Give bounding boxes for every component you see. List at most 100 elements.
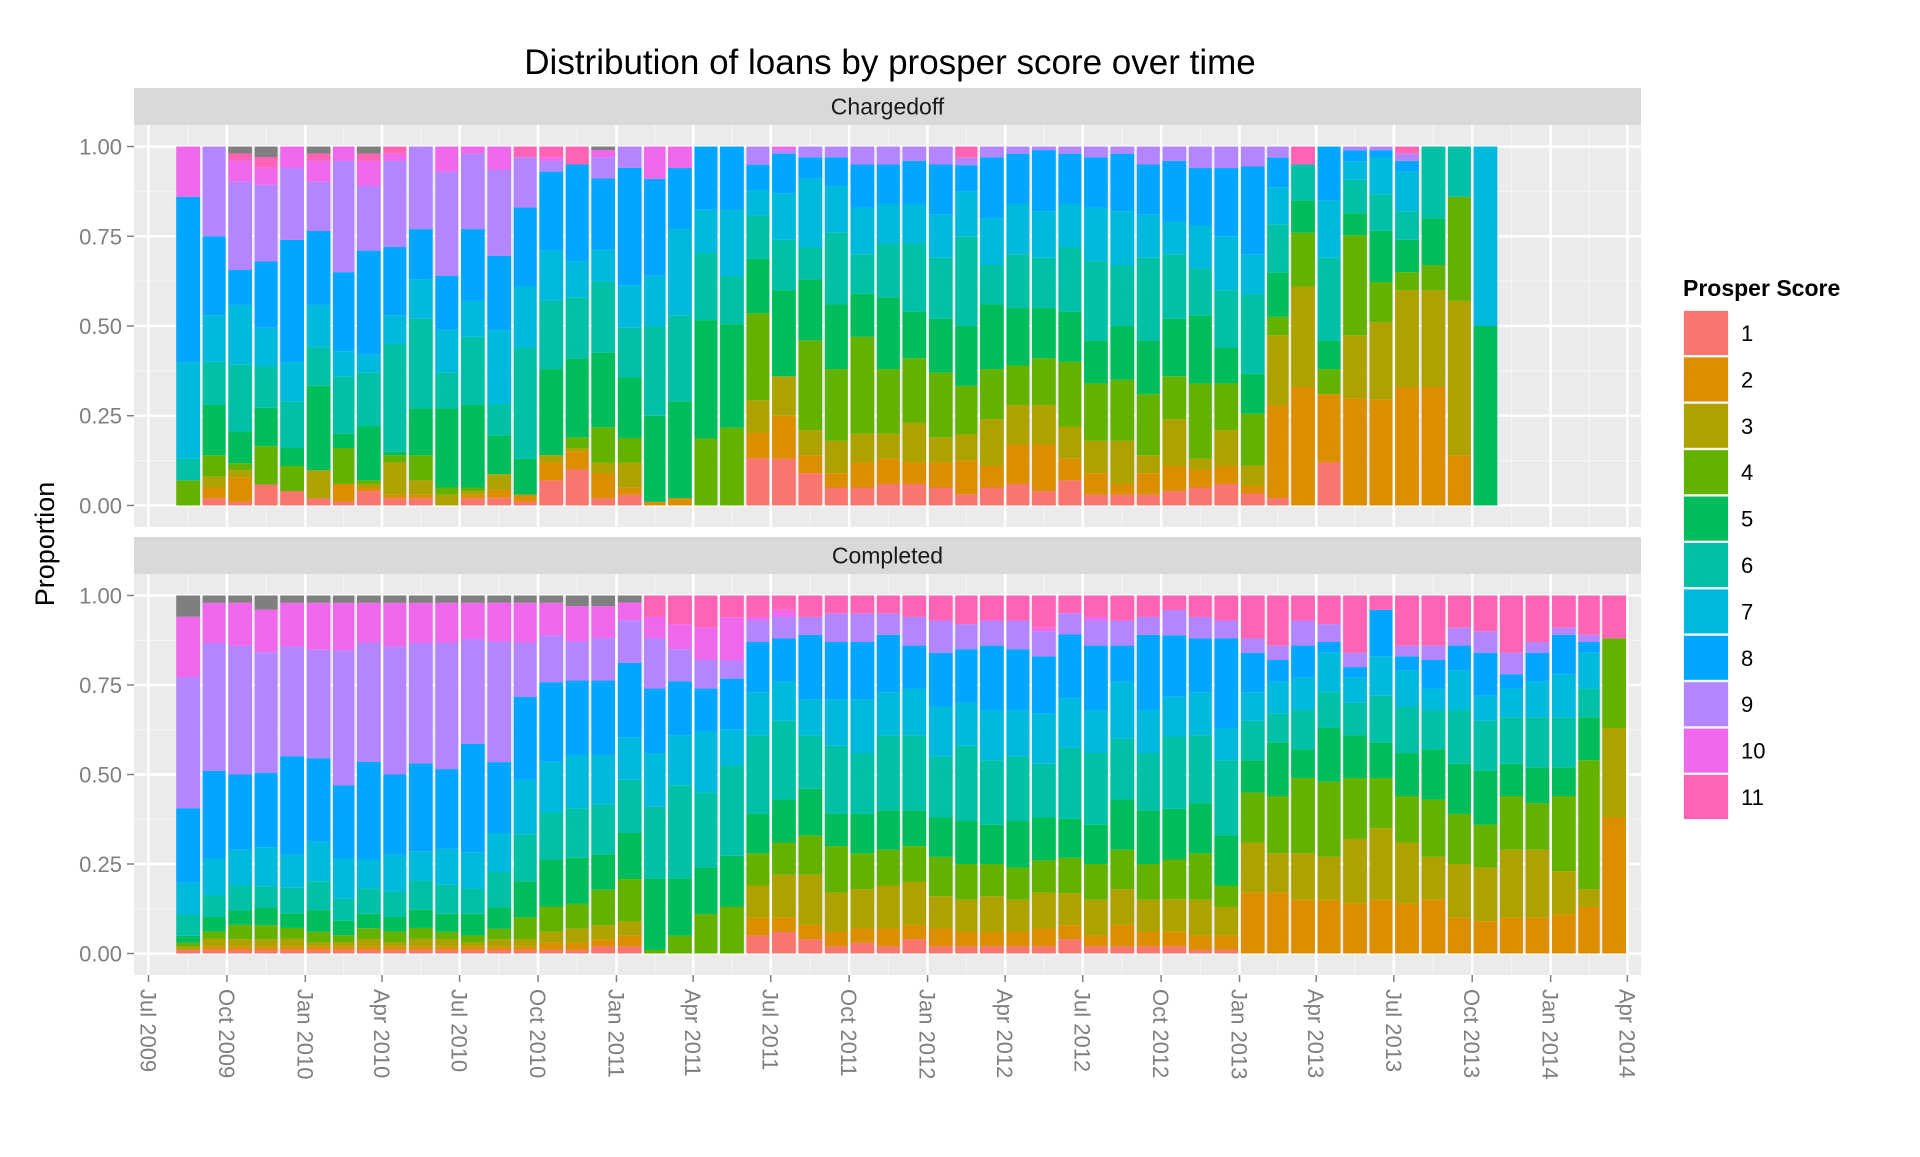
bar-segment-score-8	[539, 682, 564, 762]
bar-segment-score-2	[1058, 925, 1082, 940]
bar-segment-score-1	[746, 458, 770, 506]
x-tick-label: Oct 2009	[214, 989, 239, 1078]
bar-segment-score-7	[824, 186, 848, 233]
bar-segment-score-3	[876, 885, 900, 929]
bar-segment-score-1	[383, 949, 407, 954]
bar-segment-score-na	[228, 146, 253, 154]
bar-segment-score-8	[644, 688, 666, 754]
bar-segment-score-9	[876, 146, 900, 165]
bar-segment-score-8	[1421, 659, 1446, 689]
bar-segment-score-2	[1006, 932, 1030, 947]
facet-strip	[134, 537, 1641, 574]
bar-segment-score-2	[1110, 924, 1135, 947]
bar-segment-score-10	[772, 146, 796, 151]
bar-segment-score-5	[1006, 821, 1030, 868]
bar-segment-score-4	[1421, 264, 1446, 291]
bar-segment-score-4	[228, 463, 253, 471]
bar-segment-score-8	[1136, 634, 1160, 711]
x-tick-label: Jul 2012	[1070, 989, 1095, 1072]
bar-segment-score-4	[902, 846, 927, 882]
bar-segment-score-5	[824, 813, 848, 847]
bar-segment-score-3	[746, 885, 770, 918]
x-tick-label: Apr 2010	[369, 989, 394, 1078]
bar-segment-score-3	[980, 896, 1004, 933]
bar-segment-score-8	[1058, 634, 1082, 699]
bar-segment-score-5	[1136, 340, 1160, 395]
bar-segment-score-9	[617, 620, 642, 663]
bar-segment-score-8	[928, 652, 953, 707]
bar-segment-score-1	[902, 939, 927, 954]
bar-segment-score-7	[1267, 187, 1289, 225]
bar-segment-score-1	[487, 497, 512, 506]
bar-segment-score-4	[694, 438, 718, 506]
bar-segment-score-8	[902, 645, 927, 689]
bar-segment-score-7	[928, 706, 953, 757]
bar-segment-score-3	[280, 938, 305, 947]
bar-segment-score-6	[824, 232, 848, 305]
bar-segment-score-6	[1162, 736, 1187, 809]
bar-segment-score-4	[1032, 860, 1056, 893]
bar-segment-score-2	[280, 946, 305, 950]
legend-swatch	[1684, 682, 1728, 727]
bar-segment-score-9	[1006, 146, 1030, 154]
y-tick-label: 1.00	[79, 583, 122, 608]
bar-segment-score-2	[539, 462, 564, 481]
bar-segment-score-1	[254, 949, 278, 954]
bar-segment-score-3	[1267, 335, 1289, 406]
bar-segment-score-5	[720, 324, 744, 428]
bar-segment-score-7	[513, 779, 537, 835]
bar-segment-score-3	[176, 946, 201, 950]
bar-segment-score-7	[1006, 203, 1030, 255]
bar-segment-score-4	[1291, 232, 1315, 287]
bar-segment-score-7	[694, 731, 718, 793]
facet-panel-completed: Completed 0.00 0.25 0.50 0.75 1.00	[79, 537, 1641, 975]
bar-segment-score-6	[980, 760, 1004, 825]
bar-segment-score-7	[408, 851, 433, 881]
bar-segment-score-2	[408, 946, 433, 950]
bar-segment-score-7	[955, 702, 978, 746]
bar-segment-score-8	[487, 762, 512, 833]
bar-segment-score-9	[772, 616, 796, 639]
bar-segment-score-7	[955, 191, 978, 237]
bar-segment-score-3	[1084, 440, 1108, 474]
bar-segment-score-1	[1084, 494, 1108, 506]
bar-segment-score-2	[850, 928, 875, 943]
bar-segment-score-7	[487, 832, 512, 872]
bar-segment-score-6	[617, 327, 642, 378]
bar-segment-score-9	[1317, 624, 1341, 643]
bar-segment-score-4	[1188, 853, 1212, 900]
bar-segment-score-4	[1395, 795, 1419, 843]
bar-segment-score-2	[591, 473, 616, 499]
bar-segment-score-na	[202, 595, 226, 603]
legend-item-3: 3	[1683, 402, 1753, 449]
bar-segment-score-5	[1578, 717, 1600, 761]
bar-segment-score-3	[617, 921, 642, 936]
bar-segment-score-8	[746, 642, 770, 693]
bar-segment-score-1	[1136, 946, 1160, 954]
bar-segment-score-5	[1084, 824, 1108, 865]
bar-segment-score-9	[824, 613, 848, 643]
bar-segment-score-11	[1214, 595, 1239, 621]
bar-segment-score-6	[1188, 735, 1212, 804]
bar-segment-score-7	[1058, 698, 1082, 748]
bar-segment-score-5	[850, 293, 875, 337]
bar-segment-score-3	[1291, 853, 1315, 900]
bar-segment-score-9	[513, 642, 537, 697]
legend-swatch	[1684, 403, 1728, 448]
bar-segment-score-7	[1369, 656, 1393, 696]
bar-segment-score-4	[1006, 365, 1030, 405]
bar-segment-score-2	[1267, 892, 1289, 954]
bar-segment-score-3	[1240, 465, 1265, 486]
bar-segment-score-4	[824, 846, 848, 893]
bar-segment-score-1	[565, 469, 589, 506]
bar-segment-score-1	[876, 483, 900, 506]
bar-segment-score-7	[1447, 670, 1471, 711]
legend-label: 9	[1741, 692, 1753, 717]
bar-segment-score-7	[460, 852, 485, 889]
bar-segment-score-4	[1369, 282, 1393, 323]
bar-segment-score-6	[1291, 164, 1315, 201]
bar-segment-score-10	[280, 146, 305, 169]
bar-segment-score-4	[176, 480, 201, 506]
bar-segment-score-7	[1214, 236, 1239, 291]
